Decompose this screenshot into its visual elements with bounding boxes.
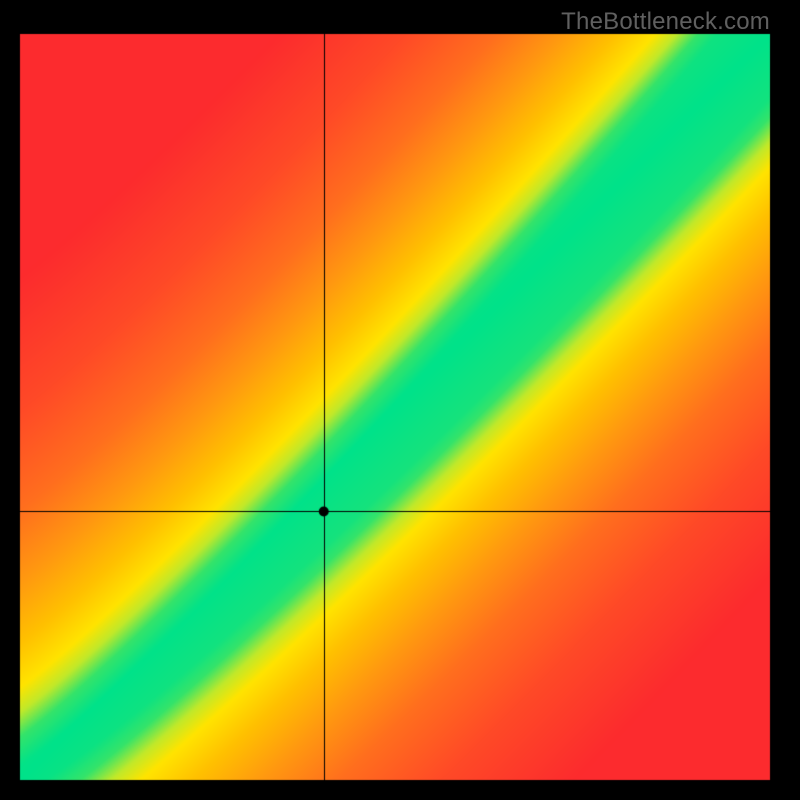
chart-frame: TheBottleneck.com — [0, 0, 800, 800]
watermark: TheBottleneck.com — [561, 8, 770, 36]
bottleneck-heatmap — [0, 0, 800, 800]
